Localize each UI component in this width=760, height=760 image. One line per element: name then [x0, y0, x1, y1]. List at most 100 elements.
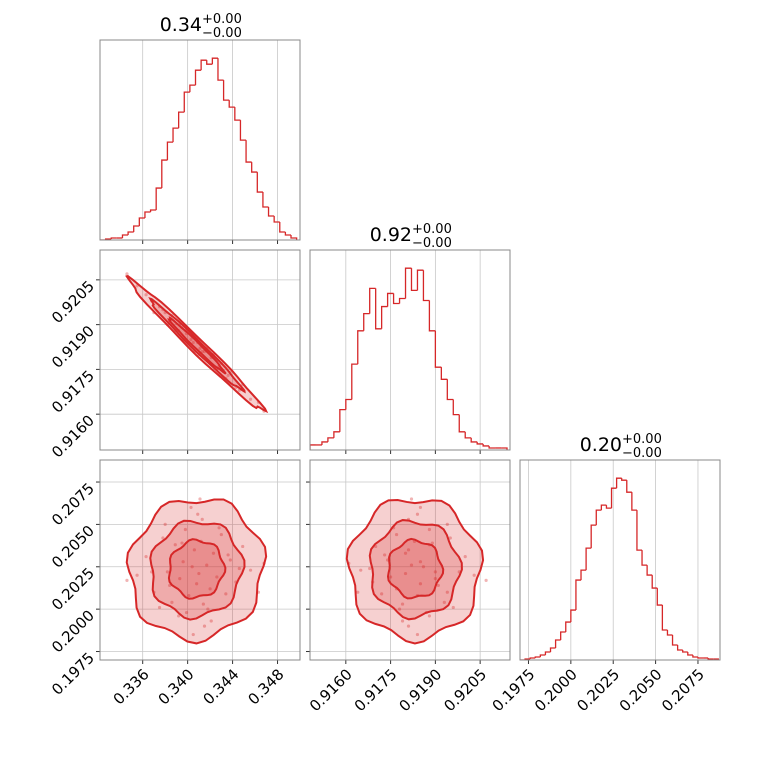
histogram-bin [110, 237, 117, 240]
histogram-bin [321, 441, 328, 445]
histogram-bin [600, 504, 607, 511]
histogram-bin [228, 100, 235, 108]
sample-point [202, 349, 207, 354]
sample-point [125, 578, 129, 582]
sample-point [191, 340, 195, 345]
panel-frame [99, 39, 301, 241]
plot-area [520, 477, 719, 660]
sample-point [368, 566, 372, 571]
histogram-bin [234, 107, 241, 121]
histogram-bin [626, 480, 632, 493]
sample-point [406, 517, 411, 521]
sample-point [241, 544, 245, 549]
histogram-bin [206, 60, 213, 65]
histogram-bin [585, 547, 592, 571]
title-lower: −0.00 [202, 26, 242, 41]
histogram-bin [621, 478, 627, 481]
histogram-bin [273, 216, 280, 223]
sample-point [163, 311, 167, 315]
sample-point [415, 593, 420, 598]
histogram-bin [560, 631, 566, 641]
sample-point [202, 624, 207, 628]
density-contour [368, 519, 463, 621]
sample-point [237, 566, 241, 571]
sample-point [445, 590, 449, 594]
y-tick-label: 0.2050 [48, 522, 98, 572]
sample-point [421, 565, 426, 569]
sample-point [195, 337, 199, 342]
sample-point [197, 352, 201, 357]
histogram-bin [590, 524, 597, 549]
title-lower: −0.00 [622, 446, 662, 461]
histogram-bin [222, 80, 230, 101]
histogram-bin [570, 609, 576, 623]
histogram-bin [127, 231, 134, 236]
x-tick-label: 0.348 [244, 665, 287, 708]
sample-point [157, 305, 162, 309]
sample-point [192, 349, 196, 354]
x-tick-label: 0.9160 [306, 665, 356, 715]
sample-point [161, 536, 165, 540]
y-tick-label: 0.2075 [48, 479, 98, 529]
histogram-bin [544, 651, 551, 656]
histogram-bin [554, 639, 561, 649]
histogram-bin [539, 654, 546, 658]
sample-point [391, 526, 396, 530]
histogram-bin [138, 217, 145, 227]
histogram-bin [671, 635, 678, 646]
sample-point [217, 364, 221, 369]
histogram-bin [267, 207, 275, 217]
sample-point [228, 370, 232, 374]
sample-point [433, 577, 437, 581]
sample-point [237, 388, 241, 392]
title-value: 0.92 [370, 224, 412, 246]
histogram-bin [404, 267, 412, 299]
panel-frame [99, 249, 301, 451]
sample-point [394, 587, 399, 591]
histogram-bin [149, 209, 157, 213]
histogram-bin [692, 655, 698, 658]
histogram-bin [189, 84, 196, 93]
density-contour [345, 499, 485, 645]
sample-point [165, 323, 170, 327]
histogram-bin [422, 270, 430, 302]
histogram-bin [501, 447, 508, 450]
y-tick-label: 0.9205 [48, 277, 98, 327]
sample-point [397, 607, 402, 611]
panel [99, 39, 301, 244]
sample-point [168, 583, 172, 588]
sample-point [163, 522, 167, 527]
histogram-bin [651, 575, 658, 589]
title-upper: +0.00 [412, 222, 452, 237]
sample-point [234, 580, 238, 584]
histogram-bin [398, 297, 406, 304]
histogram-bin [245, 140, 252, 163]
sample-point [173, 543, 177, 547]
histogram-bin [172, 127, 179, 143]
histogram-bin [262, 192, 269, 208]
x-tick-label: 0.2025 [573, 665, 623, 715]
y-tick-label: 0.1975 [48, 649, 98, 699]
x-tick-label: 0.9175 [351, 665, 401, 715]
sample-point [427, 614, 432, 618]
sample-point [424, 610, 429, 615]
sample-point [181, 560, 185, 564]
sample-point [152, 311, 156, 315]
panel: 0.336 0.340 0.344 0.3480.19750.20000.20250.… [48, 459, 301, 708]
sample-point [180, 326, 184, 330]
sample-point [190, 565, 194, 569]
density-contour [167, 538, 227, 600]
histogram-bin [646, 565, 653, 576]
sample-point [201, 355, 205, 360]
panel-frame [309, 459, 511, 661]
sample-point [406, 548, 411, 552]
title-lower: −0.00 [412, 236, 452, 251]
histogram-bin [392, 293, 400, 305]
sample-point [135, 284, 139, 288]
sample-point [394, 532, 399, 537]
plot-area [125, 272, 269, 414]
plot-area [100, 57, 298, 240]
histogram-bin [458, 414, 466, 433]
sample-point [181, 337, 185, 342]
sample-point [430, 541, 434, 545]
